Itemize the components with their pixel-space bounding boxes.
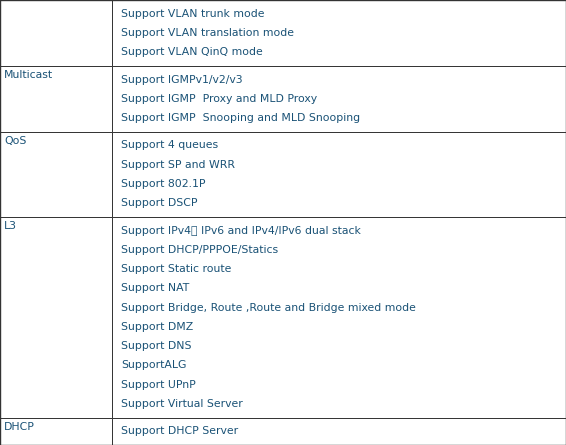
Text: Support DHCP Server: Support DHCP Server bbox=[121, 426, 238, 436]
Bar bbox=[112, 417, 566, 445]
Text: Support 802.1P: Support 802.1P bbox=[121, 179, 206, 189]
Bar bbox=[112, 0, 566, 66]
Text: Support Bridge, Route ,Route and Bridge mixed mode: Support Bridge, Route ,Route and Bridge … bbox=[121, 303, 416, 313]
Bar bbox=[0, 0, 112, 66]
Bar bbox=[0, 217, 112, 417]
Text: Multicast: Multicast bbox=[4, 70, 53, 80]
Text: Support NAT: Support NAT bbox=[121, 283, 190, 293]
Text: Support UPnP: Support UPnP bbox=[121, 380, 196, 390]
Bar bbox=[0, 66, 112, 132]
Text: Support DNS: Support DNS bbox=[121, 341, 192, 351]
Text: Support SP and WRR: Support SP and WRR bbox=[121, 160, 235, 170]
Bar bbox=[112, 132, 566, 217]
Text: Support Static route: Support Static route bbox=[121, 264, 231, 274]
Text: Support IGMP  Snooping and MLD Snooping: Support IGMP Snooping and MLD Snooping bbox=[121, 113, 361, 123]
Text: Support Virtual Server: Support Virtual Server bbox=[121, 399, 243, 409]
Bar bbox=[112, 66, 566, 132]
Text: Support VLAN QinQ mode: Support VLAN QinQ mode bbox=[121, 47, 263, 57]
Text: SupportALG: SupportALG bbox=[121, 360, 187, 370]
Text: L3: L3 bbox=[4, 221, 17, 231]
Bar bbox=[112, 217, 566, 417]
Text: Support IGMPv1/v2/v3: Support IGMPv1/v2/v3 bbox=[121, 75, 243, 85]
Text: Support DHCP/PPPOE/Statics: Support DHCP/PPPOE/Statics bbox=[121, 245, 278, 255]
Text: DHCP: DHCP bbox=[4, 422, 35, 432]
Text: Support VLAN trunk mode: Support VLAN trunk mode bbox=[121, 9, 265, 19]
Text: Support IPv4、 IPv6 and IPv4/IPv6 dual stack: Support IPv4、 IPv6 and IPv4/IPv6 dual st… bbox=[121, 226, 361, 235]
Text: QoS: QoS bbox=[4, 136, 27, 146]
Text: Support VLAN translation mode: Support VLAN translation mode bbox=[121, 28, 294, 38]
Bar bbox=[0, 132, 112, 217]
Text: Support IGMP  Proxy and MLD Proxy: Support IGMP Proxy and MLD Proxy bbox=[121, 94, 318, 104]
Text: Support 4 queues: Support 4 queues bbox=[121, 141, 218, 150]
Text: Support DMZ: Support DMZ bbox=[121, 322, 194, 332]
Bar bbox=[0, 417, 112, 445]
Text: Support DSCP: Support DSCP bbox=[121, 198, 198, 208]
